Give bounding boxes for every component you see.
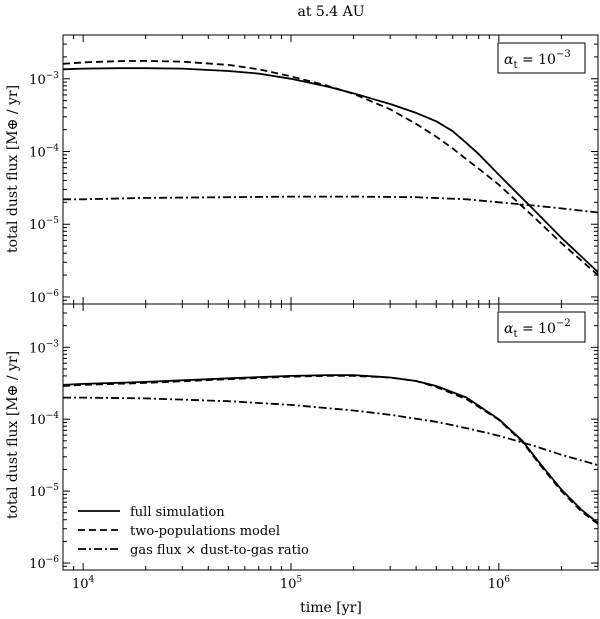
y-tick-label-bottom: 10−3 <box>29 339 59 356</box>
y-tick-label-top: 10−5 <box>29 216 59 233</box>
y-axis-label-bottom: total dust flux [M⊕ / yr] <box>5 351 21 519</box>
series-dashed-top <box>62 60 599 276</box>
legend-label: gas flux × dust-to-gas ratio <box>130 543 309 558</box>
legend-label: full simulation <box>130 505 225 520</box>
panel-bottom: 10−6 10−5 10−4 10−3 αt = 10−2 104 105 106 <box>29 303 599 592</box>
y-tick-label-top: 10−4 <box>29 144 59 161</box>
y-axis-label-top: total dust flux [M⊕ / yr] <box>5 85 21 253</box>
legend-label: two-populations model <box>130 524 280 539</box>
alpha-annotation-bottom: αt = 10−2 <box>504 318 571 340</box>
alpha-annotation-box-top <box>497 42 586 74</box>
x-tick-label: 104 <box>72 575 95 592</box>
series-dashed-bottom <box>62 374 599 525</box>
y-tick-label-bottom: 10−6 <box>29 555 59 572</box>
series-dashdot-top <box>63 195 599 214</box>
x-tick-label: 105 <box>280 575 303 592</box>
y-tick-label-bottom: 10−5 <box>29 483 59 500</box>
series-solid-bottom <box>62 374 599 524</box>
y-tick-label-bottom: 10−4 <box>29 411 59 428</box>
axes-frame-top <box>62 34 599 305</box>
axes-frame-bottom <box>62 303 599 571</box>
alpha-annotation-top: αt = 10−3 <box>504 49 571 71</box>
x-tick-label: 106 <box>488 575 511 592</box>
series-solid-top <box>62 67 599 273</box>
legend: full simulation two-populations model gas … <box>78 505 309 558</box>
y-tick-label-top: 10−6 <box>29 289 59 306</box>
chart-title: at 5.4 AU <box>297 4 364 20</box>
series-dashdot-bottom <box>63 396 599 466</box>
alpha-annotation-box-bottom <box>497 311 586 343</box>
panel-top: 10−6 10−5 10−4 10−3 αt = 10−3 <box>29 34 599 306</box>
x-axis-label: time [yr] <box>300 600 362 616</box>
y-tick-label-top: 10−3 <box>29 71 59 88</box>
